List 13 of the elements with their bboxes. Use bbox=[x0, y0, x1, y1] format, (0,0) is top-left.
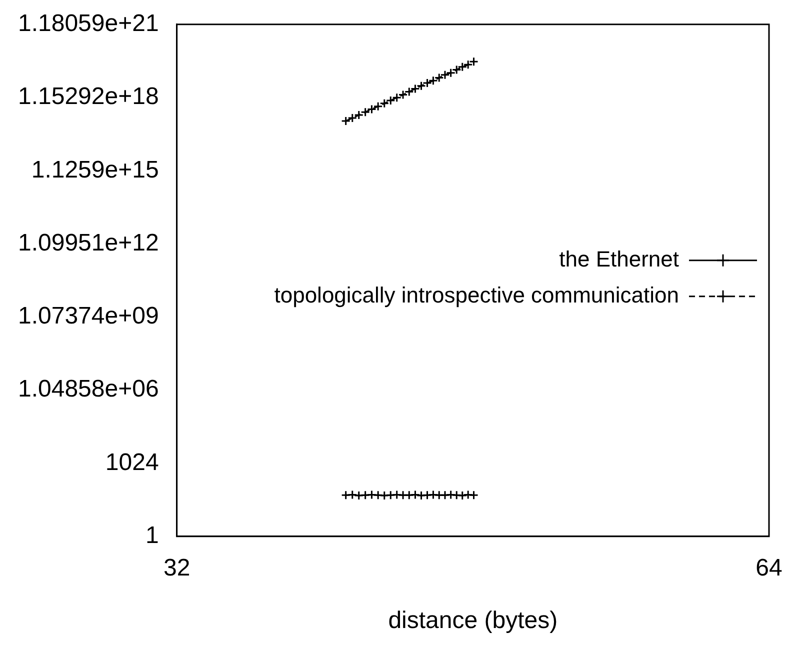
y-tick-label: 1.1259e+15 bbox=[31, 156, 159, 184]
y-tick-label: 1.09951e+12 bbox=[18, 229, 159, 256]
y-tick-label: 1.18059e+21 bbox=[18, 10, 159, 38]
x-axis-title: distance (bytes) bbox=[388, 607, 558, 634]
y-tick-label: 1024 bbox=[105, 448, 159, 476]
legend-label: the Ethernet bbox=[559, 246, 679, 272]
y-tick-label: 1.04858e+06 bbox=[18, 376, 159, 403]
y-tick-label: 1.07374e+09 bbox=[18, 302, 159, 330]
y-tick-label: 1.15292e+18 bbox=[18, 83, 159, 110]
x-tick-label: 32 bbox=[163, 554, 190, 582]
legend-label: topologically introspective communication bbox=[274, 282, 679, 308]
x-tick-label: 64 bbox=[756, 554, 782, 582]
y-tick-label: 1 bbox=[145, 522, 159, 550]
